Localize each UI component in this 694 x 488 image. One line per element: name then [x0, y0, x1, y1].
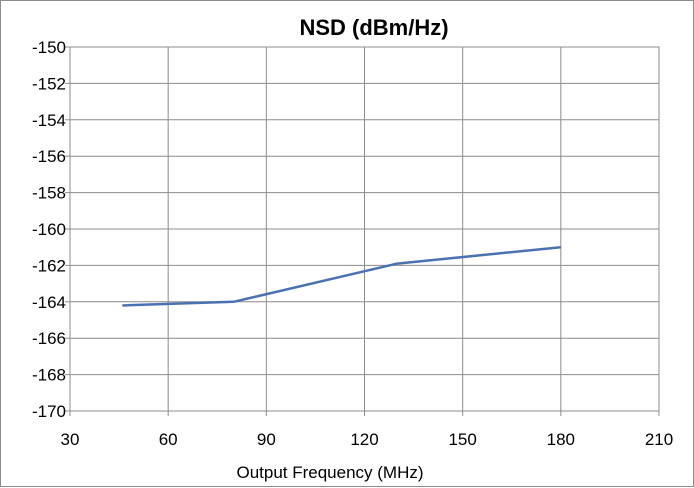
x-tick-label: 120: [350, 430, 378, 449]
y-tick-label: -168: [32, 366, 66, 385]
y-tick-label: -156: [32, 147, 66, 166]
plot-area: -150 -152 -154 -156 -158 -160 -162 -164 -166 -168…: [32, 38, 673, 449]
y-tick-label: -154: [32, 111, 66, 130]
x-tick-label: 150: [448, 430, 476, 449]
y-tick-label: -150: [32, 38, 66, 57]
y-tick-label: -170: [32, 402, 66, 421]
chart-title: NSD (dBm/Hz): [299, 15, 448, 40]
x-tick-label: 60: [159, 430, 178, 449]
x-tick-label: 180: [547, 430, 575, 449]
x-tick-label: 90: [257, 430, 276, 449]
series-line: [122, 247, 560, 305]
y-tick-label: -158: [32, 184, 66, 203]
y-tick-label: -160: [32, 220, 66, 239]
y-tick-label: -162: [32, 256, 66, 275]
y-tick-label: -152: [32, 74, 66, 93]
x-tick-label: 30: [61, 430, 80, 449]
x-axis-label: Output Frequency (MHz): [236, 463, 423, 482]
y-tick-label: -164: [32, 293, 66, 312]
x-tick-label: 210: [645, 430, 673, 449]
y-tick-label: -166: [32, 329, 66, 348]
